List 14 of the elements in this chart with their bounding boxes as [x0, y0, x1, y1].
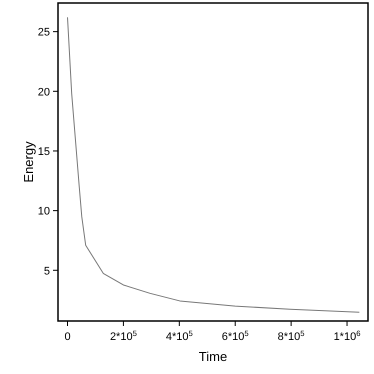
- x-tick-label: 8*10$^{5}$: [278, 328, 305, 343]
- x-axis-title: Time: [198, 349, 228, 364]
- x-tick-label: 2*10$^{5}$: [110, 328, 137, 343]
- x-tick-label: 6*10$^{5}$: [222, 328, 249, 343]
- y-axis-title: Energy: [21, 140, 36, 183]
- y-tick-label: 25: [38, 26, 50, 39]
- x-tick-label: 1*10$^{6}$: [334, 328, 360, 343]
- y-tick-label: 20: [38, 86, 50, 98]
- y-tick-label: 5: [44, 265, 50, 278]
- x-tick-label: 4*10$^{5}$: [166, 328, 193, 343]
- line-series: [67, 16, 360, 313]
- x-tick-label: 0: [64, 331, 71, 343]
- y-tick-label: 10: [38, 206, 50, 218]
- y-tick-label: 15: [38, 146, 50, 158]
